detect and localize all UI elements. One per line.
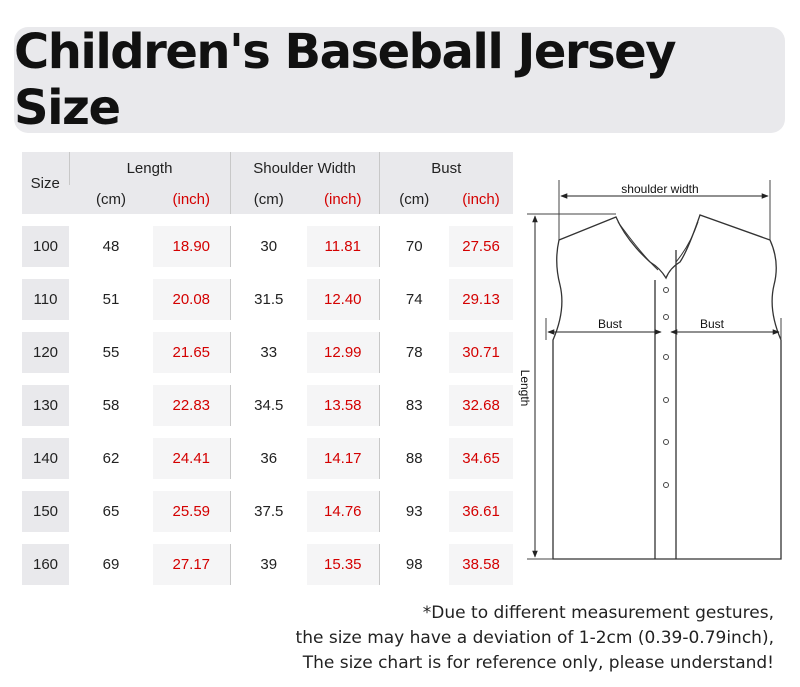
buttons	[663, 287, 669, 488]
cell-bust-cm: 98	[378, 544, 450, 585]
length-header: Length	[68, 152, 231, 185]
jersey-outline	[552, 214, 782, 560]
cell-shoulder-cm: 37.5	[229, 491, 308, 532]
cell-length-in: 27.17	[153, 544, 231, 585]
table-row: 110 51 20.08 31.5 12.40 74 29.13	[22, 279, 514, 320]
cell-shoulder-cm: 36	[229, 438, 308, 479]
cell-length-cm: 65	[69, 491, 153, 532]
cell-bust-cm: 93	[378, 491, 450, 532]
title-banner: Children's Baseball Jersey Size	[14, 24, 785, 136]
button-icon	[663, 439, 669, 445]
cell-shoulder-cm: 39	[229, 544, 308, 585]
cell-length-in: 20.08	[153, 279, 231, 320]
table-row: 140 62 24.41 36 14.17 88 34.65	[22, 438, 514, 479]
cell-bust-in: 29.13	[449, 279, 514, 320]
table-row: 160 69 27.17 39 15.35 98 38.58	[22, 544, 514, 585]
cell-size: 160	[22, 544, 69, 585]
table-body: 100 48 18.90 30 11.81 70 27.56 110 51 20.08 31.5 12…	[22, 226, 514, 585]
size-header: Size	[22, 152, 69, 214]
disclaimer-note: *Due to different measurement gestures, …	[296, 601, 774, 676]
cell-shoulder-in: 12.40	[307, 279, 380, 320]
unit-inch: (inch)	[449, 185, 514, 214]
cell-length-cm: 69	[69, 544, 153, 585]
cell-bust-in: 32.68	[449, 385, 514, 426]
table-row: 150 65 25.59 37.5 14.76 93 36.61	[22, 491, 514, 532]
collar-trim-left	[617, 221, 659, 271]
cell-bust-cm: 74	[378, 279, 450, 320]
cell-shoulder-cm: 31.5	[229, 279, 308, 320]
table-unit-row: (cm) (inch) (cm) (inch) (cm) (inch)	[22, 185, 514, 214]
cell-bust-in: 38.58	[449, 544, 514, 585]
cell-length-cm: 51	[69, 279, 153, 320]
unit-cm: (cm)	[69, 185, 153, 214]
bust-header: Bust	[378, 152, 514, 185]
page-title: Children's Baseball Jersey Size	[14, 24, 677, 136]
table-header-row: Size Length Shoulder Width Bust	[22, 152, 514, 214]
cell-length-cm: 55	[69, 332, 153, 373]
cell-shoulder-cm: 30	[229, 226, 308, 267]
cell-size: 100	[22, 226, 69, 267]
cell-shoulder-in: 11.81	[307, 226, 380, 267]
size-table: Size Length Shoulder Width Bust (cm) (in…	[22, 152, 514, 585]
cell-length-cm: 48	[69, 226, 153, 267]
shoulder-width-label: shoulder width	[621, 182, 698, 196]
cell-shoulder-in: 12.99	[307, 332, 380, 373]
note-line-2: the size may have a deviation of 1-2cm (…	[295, 628, 774, 648]
note-line-3: The size chart is for reference only, pl…	[302, 653, 774, 673]
cell-shoulder-in: 15.35	[307, 544, 380, 585]
cell-length-cm: 58	[69, 385, 153, 426]
unit-inch: (inch)	[153, 185, 231, 214]
cell-length-in: 25.59	[153, 491, 231, 532]
note-line-1: *Due to different measurement gestures,	[422, 603, 774, 623]
jersey-diagram: shoulder width Bust Bust Length	[518, 180, 782, 560]
cell-bust-in: 30.71	[449, 332, 514, 373]
bust-left-label: Bust	[598, 317, 623, 331]
cell-length-cm: 62	[69, 438, 153, 479]
cell-length-in: 24.41	[153, 438, 231, 479]
button-icon	[663, 397, 669, 403]
unit-cm: (cm)	[378, 185, 450, 214]
button-icon	[663, 482, 669, 488]
bust-right-label: Bust	[700, 317, 725, 331]
cell-size: 140	[22, 438, 69, 479]
cell-bust-cm: 88	[378, 438, 450, 479]
cell-shoulder-in: 14.76	[307, 491, 380, 532]
table-row: 100 48 18.90 30 11.81 70 27.56	[22, 226, 514, 267]
unit-cm: (cm)	[229, 185, 308, 214]
collar-trim-right	[675, 221, 699, 263]
cell-bust-in: 27.56	[449, 226, 514, 267]
cell-bust-in: 36.61	[449, 491, 514, 532]
cell-length-in: 22.83	[153, 385, 231, 426]
button-icon	[663, 314, 669, 320]
unit-inch: (inch)	[307, 185, 380, 214]
cell-bust-in: 34.65	[449, 438, 514, 479]
cell-size: 120	[22, 332, 69, 373]
cell-length-in: 21.65	[153, 332, 231, 373]
cell-size: 150	[22, 491, 69, 532]
cell-shoulder-in: 13.58	[307, 385, 380, 426]
cell-shoulder-in: 14.17	[307, 438, 380, 479]
length-label: Length	[518, 370, 532, 407]
cell-bust-cm: 70	[378, 226, 450, 267]
table-row: 120 55 21.65 33 12.99 78 30.71	[22, 332, 514, 373]
button-icon	[663, 287, 669, 293]
table-row: 130 58 22.83 34.5 13.58 83 32.68	[22, 385, 514, 426]
cell-bust-cm: 83	[378, 385, 450, 426]
cell-bust-cm: 78	[378, 332, 450, 373]
cell-shoulder-cm: 33	[229, 332, 308, 373]
cell-shoulder-cm: 34.5	[229, 385, 308, 426]
shoulder-width-header: Shoulder Width	[229, 152, 380, 185]
cell-size: 110	[22, 279, 69, 320]
button-icon	[663, 354, 669, 360]
cell-size: 130	[22, 385, 69, 426]
cell-length-in: 18.90	[153, 226, 231, 267]
